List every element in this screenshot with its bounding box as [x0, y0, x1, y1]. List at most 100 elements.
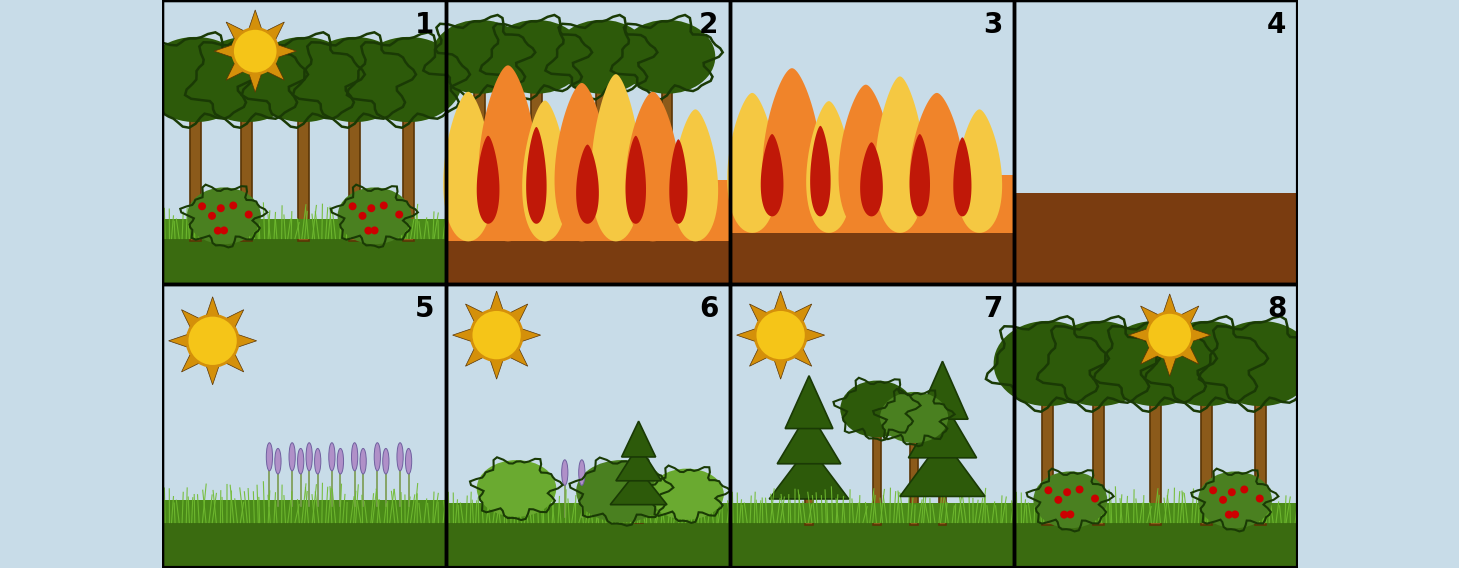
Bar	[162, 500, 445, 523]
Polygon shape	[1128, 329, 1147, 341]
Polygon shape	[909, 400, 976, 458]
Ellipse shape	[328, 442, 336, 471]
Polygon shape	[181, 310, 198, 327]
Ellipse shape	[298, 449, 303, 474]
Polygon shape	[769, 446, 849, 499]
Bar	[730, 503, 1014, 523]
Circle shape	[1075, 486, 1084, 494]
Bar	[1150, 383, 1161, 525]
Polygon shape	[226, 63, 244, 80]
Circle shape	[359, 212, 366, 220]
Bar	[730, 284, 1014, 568]
Ellipse shape	[649, 469, 724, 520]
Circle shape	[220, 227, 228, 235]
Polygon shape	[465, 304, 483, 321]
Ellipse shape	[576, 460, 667, 523]
Circle shape	[229, 202, 238, 210]
Ellipse shape	[352, 442, 357, 471]
Bar	[661, 80, 673, 165]
Circle shape	[1210, 486, 1217, 494]
Bar	[162, 0, 445, 284]
Polygon shape	[875, 76, 925, 233]
Polygon shape	[610, 469, 667, 504]
Circle shape	[1064, 488, 1071, 496]
Ellipse shape	[432, 20, 528, 94]
Bar	[1014, 193, 1297, 284]
Ellipse shape	[1102, 321, 1210, 406]
Polygon shape	[760, 134, 783, 216]
Polygon shape	[214, 45, 232, 57]
Ellipse shape	[267, 442, 273, 471]
Bar	[1014, 503, 1297, 523]
Polygon shape	[527, 127, 547, 224]
Polygon shape	[861, 142, 883, 216]
Polygon shape	[169, 335, 187, 347]
Circle shape	[217, 204, 225, 212]
Bar	[445, 284, 730, 568]
Bar	[872, 432, 881, 525]
Bar	[403, 99, 414, 241]
Bar	[162, 0, 445, 284]
Bar	[241, 99, 252, 241]
Polygon shape	[511, 349, 528, 366]
Polygon shape	[181, 354, 198, 372]
Polygon shape	[778, 411, 840, 463]
Bar	[805, 487, 813, 525]
Ellipse shape	[1045, 321, 1153, 406]
Polygon shape	[1192, 329, 1211, 341]
Circle shape	[371, 227, 378, 235]
Polygon shape	[626, 91, 680, 241]
Ellipse shape	[562, 460, 568, 485]
Polygon shape	[479, 65, 537, 241]
Circle shape	[214, 227, 222, 235]
Ellipse shape	[1207, 321, 1315, 406]
Bar	[730, 222, 1014, 284]
Ellipse shape	[249, 37, 357, 122]
Circle shape	[1228, 488, 1236, 496]
Ellipse shape	[1153, 321, 1261, 406]
Text: 8: 8	[1266, 295, 1287, 323]
Bar	[1014, 523, 1297, 568]
Circle shape	[1045, 486, 1052, 494]
Circle shape	[1220, 496, 1227, 504]
Ellipse shape	[489, 20, 585, 94]
Circle shape	[187, 315, 238, 366]
Circle shape	[365, 227, 372, 235]
Polygon shape	[267, 22, 285, 39]
Polygon shape	[727, 93, 778, 233]
Polygon shape	[750, 349, 767, 366]
Ellipse shape	[397, 442, 403, 471]
Polygon shape	[900, 438, 985, 496]
Ellipse shape	[619, 20, 715, 94]
Polygon shape	[444, 91, 493, 241]
Polygon shape	[775, 361, 786, 379]
Text: 5: 5	[414, 295, 435, 323]
Bar	[298, 99, 309, 241]
Bar	[730, 0, 1014, 284]
Polygon shape	[909, 134, 929, 216]
Ellipse shape	[289, 442, 295, 471]
Bar	[1014, 0, 1297, 284]
Text: 3: 3	[983, 11, 1002, 39]
Circle shape	[198, 202, 206, 210]
Polygon shape	[206, 366, 219, 385]
Bar	[730, 523, 1014, 568]
Bar	[730, 0, 1014, 284]
Circle shape	[756, 310, 807, 361]
Polygon shape	[226, 310, 244, 327]
Polygon shape	[1163, 358, 1176, 377]
Circle shape	[1091, 495, 1099, 503]
Polygon shape	[839, 85, 893, 233]
Bar	[597, 80, 607, 165]
Bar	[1014, 0, 1297, 284]
Bar	[730, 284, 1014, 568]
Polygon shape	[465, 349, 483, 366]
Bar	[445, 0, 730, 284]
Circle shape	[395, 211, 403, 219]
Ellipse shape	[142, 37, 249, 122]
Polygon shape	[511, 304, 528, 321]
Polygon shape	[267, 63, 285, 80]
Circle shape	[1147, 312, 1192, 358]
Bar	[1255, 383, 1266, 525]
Bar	[1014, 284, 1297, 568]
